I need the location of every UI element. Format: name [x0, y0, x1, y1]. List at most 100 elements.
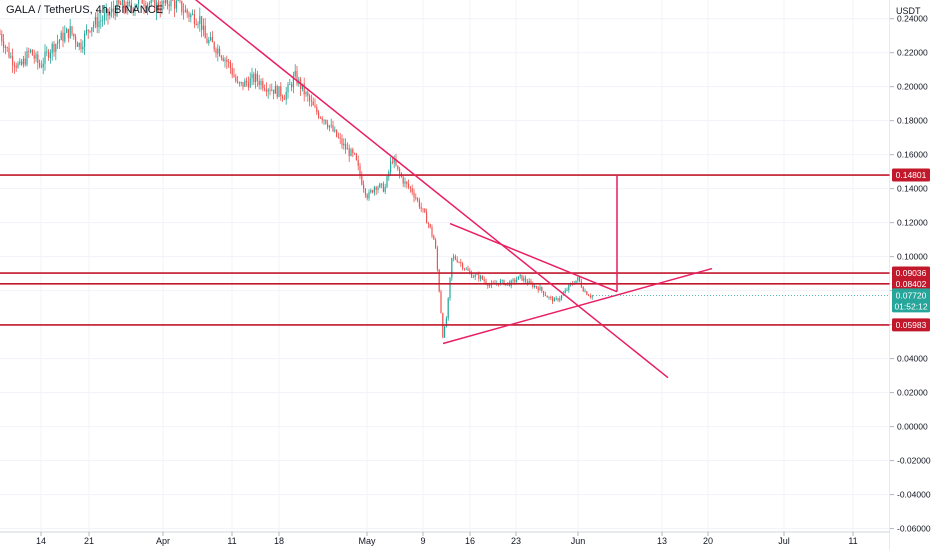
- candle-body: [566, 290, 567, 291]
- candle-body: [210, 37, 211, 40]
- candle-body: [183, 12, 184, 13]
- candle-body: [336, 130, 337, 137]
- y-tick-label: 0.20000: [897, 82, 928, 92]
- trendline[interactable]: [450, 224, 617, 292]
- candle-body: [584, 291, 585, 292]
- candle-body: [430, 224, 431, 227]
- candle-body: [410, 187, 411, 188]
- candle-body: [23, 59, 24, 65]
- candle-body: [226, 60, 227, 62]
- candle-body: [0, 34, 1, 35]
- candle-body: [390, 162, 391, 172]
- candle-body: [309, 96, 310, 101]
- candle-body: [552, 297, 553, 301]
- candle-body: [201, 16, 202, 30]
- candle-body: [543, 291, 544, 295]
- candle-body: [280, 86, 281, 96]
- candle-body: [475, 275, 476, 277]
- symbol-title: GALA / TetherUS, 4h, BINANCE: [6, 4, 163, 16]
- candle-body: [325, 120, 326, 124]
- candle-body: [237, 81, 238, 82]
- candle-body: [295, 71, 296, 76]
- y-tick-label: 0.16000: [897, 150, 928, 160]
- candle-body: [557, 298, 558, 300]
- candle-body: [82, 47, 83, 49]
- candle-body: [484, 279, 485, 281]
- candle-body: [10, 56, 11, 57]
- candle-body: [530, 281, 531, 283]
- candle-body: [453, 256, 454, 257]
- candle-body: [314, 105, 315, 107]
- candle-body: [518, 276, 519, 279]
- candle-body: [367, 195, 368, 199]
- candle-body: [212, 37, 213, 42]
- candle-body: [59, 40, 60, 42]
- candle-body: [457, 259, 458, 261]
- x-tick-label: 11: [848, 536, 857, 546]
- candle-body: [219, 49, 220, 56]
- candle-body: [282, 96, 283, 98]
- candle-body: [417, 198, 418, 200]
- candle-body: [536, 286, 537, 288]
- y-tick-label: 0.04000: [897, 354, 928, 364]
- candle-body: [35, 54, 36, 58]
- candle-body: [406, 182, 407, 184]
- candle-body: [1, 34, 2, 41]
- candle-body: [91, 27, 92, 31]
- bar-countdown-label: 01:52:12: [894, 301, 927, 311]
- y-tick-label: 0.02000: [897, 388, 928, 398]
- candle-body: [332, 125, 333, 131]
- candle-body: [44, 52, 45, 64]
- candle-body: [588, 295, 589, 296]
- candle-body: [248, 83, 249, 88]
- candle-body: [70, 26, 71, 37]
- candle-body: [262, 81, 263, 88]
- y-tick-label: -0.02000: [897, 456, 931, 466]
- candle-body: [73, 34, 74, 37]
- candle-body: [170, 0, 171, 6]
- candle-body: [86, 30, 87, 33]
- candle-body: [476, 274, 477, 275]
- x-tick-label: 9: [420, 536, 425, 546]
- horizontal-levels[interactable]: [0, 175, 890, 325]
- candle-body: [466, 269, 467, 270]
- candle-body: [277, 86, 278, 97]
- candle-body: [62, 33, 63, 42]
- candle-body: [433, 236, 434, 240]
- candle-body: [250, 78, 251, 87]
- candle-body: [462, 263, 463, 268]
- candle-body: [426, 212, 427, 223]
- candle-body: [278, 86, 279, 97]
- y-tick-label: -0.06000: [897, 524, 931, 534]
- candle-body: [206, 38, 207, 43]
- candle-body: [451, 258, 452, 278]
- candle-body: [548, 297, 549, 298]
- candle-body: [100, 20, 101, 21]
- candle-body: [561, 295, 562, 298]
- x-tick-label: 16: [465, 536, 475, 546]
- candle-body: [358, 160, 359, 166]
- candle-body: [539, 287, 540, 290]
- candle-body: [307, 92, 308, 96]
- candle-body: [48, 51, 49, 57]
- candle-body: [455, 256, 456, 259]
- grid-lines: [0, 0, 890, 532]
- candle-body: [381, 184, 382, 185]
- y-tick-label: 0.18000: [897, 116, 928, 126]
- candle-body: [556, 298, 557, 299]
- price-level-label: 0.09036: [896, 268, 927, 278]
- candle-body: [215, 49, 216, 53]
- candle-body: [61, 33, 62, 40]
- candle-body: [203, 26, 204, 30]
- candle-body: [512, 280, 513, 281]
- candle-body: [345, 144, 346, 150]
- x-tick-label: 11: [227, 536, 236, 546]
- candle-body: [194, 14, 195, 24]
- y-tick-label: 0.12000: [897, 218, 928, 228]
- candle-body: [428, 223, 429, 224]
- candle-body: [422, 208, 423, 209]
- candle-body: [534, 286, 535, 287]
- candle-body: [311, 101, 312, 102]
